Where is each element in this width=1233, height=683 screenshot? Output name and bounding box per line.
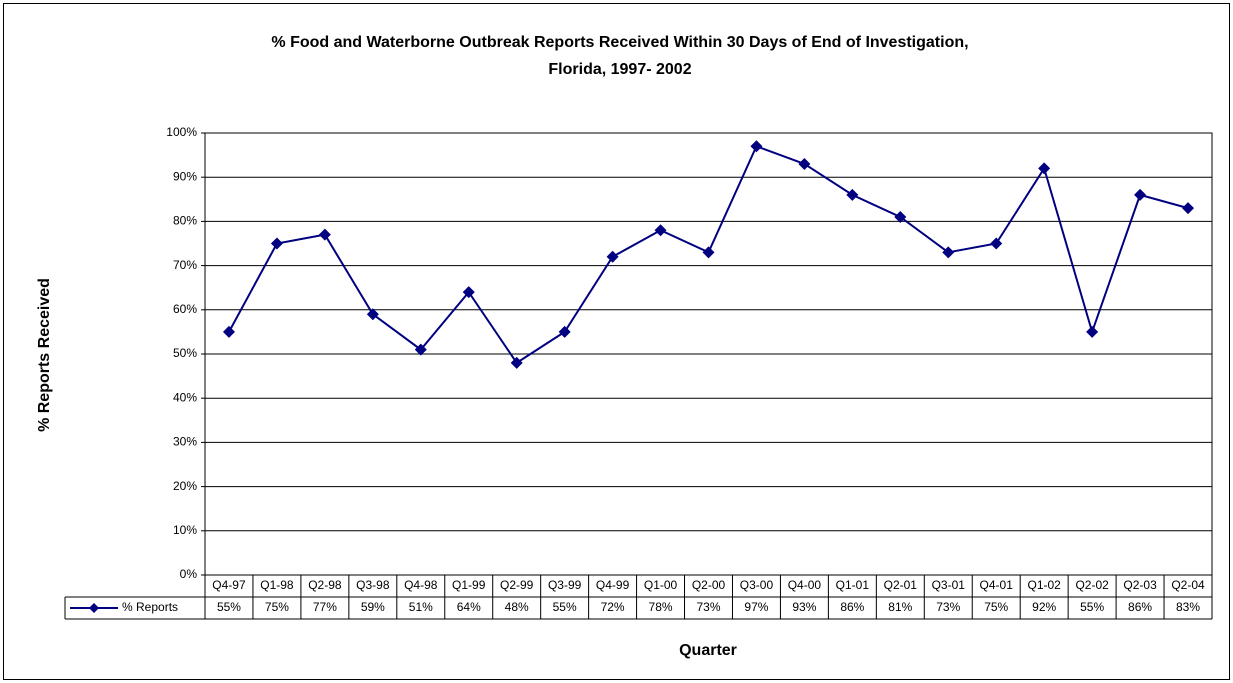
data-marker xyxy=(222,325,235,338)
data-table-value: 93% xyxy=(792,600,816,614)
x-tick-label: Q1-00 xyxy=(644,578,678,592)
data-marker xyxy=(318,228,331,241)
data-marker xyxy=(990,237,1003,250)
y-tick-label: 0% xyxy=(180,567,198,581)
data-marker xyxy=(606,250,619,263)
data-marker xyxy=(750,140,763,153)
x-tick-label: Q1-01 xyxy=(836,578,870,592)
y-tick-label: 50% xyxy=(173,346,197,360)
x-tick-label: Q1-02 xyxy=(1027,578,1061,592)
data-table-value: 75% xyxy=(265,600,289,614)
y-tick-label: 40% xyxy=(173,390,197,404)
x-tick-label: Q4-97 xyxy=(212,578,246,592)
data-table-value: 77% xyxy=(313,600,337,614)
x-tick-label: Q4-00 xyxy=(788,578,822,592)
x-tick-label: Q2-98 xyxy=(308,578,342,592)
data-marker xyxy=(1134,188,1147,201)
data-table-value: 75% xyxy=(984,600,1008,614)
data-table-value: 55% xyxy=(553,600,577,614)
data-marker xyxy=(1038,162,1051,175)
legend-marker xyxy=(89,603,99,613)
legend-label: % Reports xyxy=(122,600,178,614)
x-tick-label: Q3-98 xyxy=(356,578,390,592)
data-marker xyxy=(414,343,427,356)
data-marker xyxy=(270,237,283,250)
plot-area xyxy=(204,132,1213,576)
data-table-value: 92% xyxy=(1032,600,1056,614)
data-marker xyxy=(510,356,523,369)
x-tick-label: Q1-99 xyxy=(452,578,486,592)
x-tick-label: Q2-01 xyxy=(884,578,918,592)
chart-title: % Food and Waterborne Outbreak Reports R… xyxy=(271,34,968,51)
data-table-value: 51% xyxy=(409,600,433,614)
y-tick-label: 80% xyxy=(173,214,197,228)
data-marker xyxy=(558,325,571,338)
chart-title: Florida, 1997- 2002 xyxy=(548,61,691,78)
data-table-value: 81% xyxy=(888,600,912,614)
x-tick-label: Q3-99 xyxy=(548,578,582,592)
data-marker xyxy=(654,224,667,237)
data-marker xyxy=(462,286,475,299)
y-tick-label: 20% xyxy=(173,479,197,493)
data-table-value: 48% xyxy=(505,600,529,614)
y-tick-label: 60% xyxy=(173,302,197,316)
data-marker xyxy=(1086,325,1099,338)
x-tick-label: Q1-98 xyxy=(260,578,294,592)
data-marker xyxy=(894,210,907,223)
x-tick-label: Q3-00 xyxy=(740,578,774,592)
data-marker xyxy=(846,188,859,201)
chart-border xyxy=(3,3,1230,680)
data-marker xyxy=(942,246,955,259)
data-table-value: 97% xyxy=(744,600,768,614)
x-tick-label: Q2-02 xyxy=(1075,578,1109,592)
data-table-value: 59% xyxy=(361,600,385,614)
data-table-value: 64% xyxy=(457,600,481,614)
x-tick-label: Q2-04 xyxy=(1171,578,1205,592)
data-table-value: 55% xyxy=(1080,600,1104,614)
x-tick-label: Q3-01 xyxy=(932,578,966,592)
x-tick-label: Q4-98 xyxy=(404,578,438,592)
x-tick-label: Q2-03 xyxy=(1123,578,1157,592)
data-table-value: 83% xyxy=(1176,600,1200,614)
data-marker xyxy=(366,308,379,321)
data-table-value: 73% xyxy=(936,600,960,614)
data-table-value: 86% xyxy=(1128,600,1152,614)
x-tick-label: Q4-99 xyxy=(596,578,630,592)
data-table-value: 72% xyxy=(601,600,625,614)
y-axis-label: % Reports Received xyxy=(36,278,53,432)
data-table-value: 55% xyxy=(217,600,241,614)
x-tick-label: Q2-00 xyxy=(692,578,726,592)
y-tick-label: 90% xyxy=(173,169,197,183)
data-marker xyxy=(1182,202,1195,215)
y-tick-label: 30% xyxy=(173,435,197,449)
data-table-value: 78% xyxy=(649,600,673,614)
data-table-value: 86% xyxy=(840,600,864,614)
data-marker xyxy=(702,246,715,259)
data-marker xyxy=(798,157,811,170)
y-tick-label: 100% xyxy=(166,125,197,139)
y-tick-label: 10% xyxy=(173,523,197,537)
x-axis-label: Quarter xyxy=(679,642,737,659)
x-tick-label: Q4-01 xyxy=(980,578,1014,592)
data-table-value: 73% xyxy=(696,600,720,614)
x-tick-label: Q2-99 xyxy=(500,578,534,592)
y-tick-label: 70% xyxy=(173,258,197,272)
